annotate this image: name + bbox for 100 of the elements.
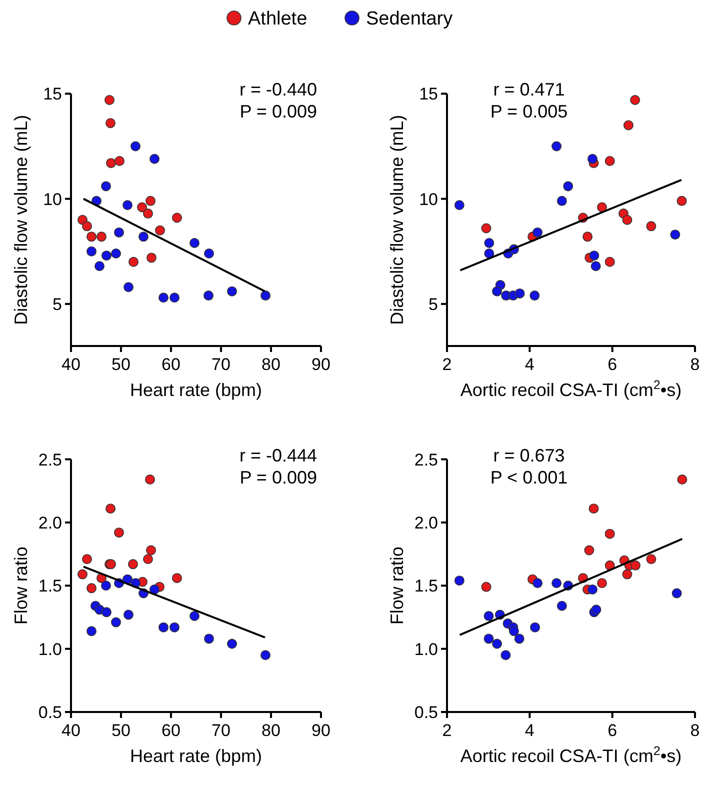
point: [589, 250, 600, 261]
point: [552, 141, 562, 152]
point: [532, 227, 543, 238]
y-tick-label: 0.5: [414, 702, 438, 722]
y-tick-label: 10: [419, 190, 438, 209]
point: [143, 554, 153, 564]
point: [484, 610, 494, 621]
point: [124, 610, 134, 620]
point: [155, 225, 165, 236]
point: [552, 578, 562, 588]
y-tick-label: 1.0: [38, 640, 62, 659]
point: [227, 638, 237, 649]
y-tick-label: 2.5: [414, 450, 438, 470]
point: [94, 261, 104, 272]
point: [260, 290, 270, 301]
legend-label: Athlete: [248, 8, 308, 30]
x-tick-label: 8: [690, 355, 700, 374]
point: [484, 634, 494, 644]
point: [190, 610, 200, 621]
point: [82, 554, 92, 564]
point: [587, 154, 598, 164]
point: [672, 588, 682, 598]
point: [158, 292, 168, 303]
x-tick-label: 80: [262, 355, 280, 374]
y-tick-label: 0.5: [38, 702, 62, 722]
point: [260, 650, 270, 660]
point: [86, 232, 96, 242]
y-tick-label: 1.5: [38, 576, 62, 596]
x-tick-label: 2: [442, 355, 452, 374]
annotation: P = 0.009: [240, 467, 317, 488]
point: [492, 286, 502, 296]
point: [514, 288, 525, 298]
x-tick-label: 90: [312, 355, 330, 374]
point: [556, 600, 567, 611]
point: [582, 232, 593, 242]
point: [106, 118, 116, 128]
y-tick-label: 1.5: [414, 576, 438, 596]
point: [646, 554, 656, 564]
point: [86, 626, 96, 636]
annotation: r = 0.673: [493, 445, 565, 466]
annotation: r = -0.440: [239, 80, 317, 100]
x-tick-label: 60: [162, 721, 180, 740]
point: [204, 290, 214, 301]
x-tick-label: 80: [262, 721, 280, 740]
x-tick-label: 6: [608, 721, 618, 740]
point: [102, 607, 112, 618]
point: [172, 212, 182, 223]
point: [114, 227, 124, 238]
point: [101, 580, 111, 591]
point: [500, 650, 511, 660]
x-tick-label: 50: [112, 721, 130, 740]
point: [481, 582, 492, 592]
point: [86, 583, 96, 594]
point: [227, 286, 237, 296]
point: [101, 181, 111, 192]
point: [623, 120, 634, 130]
point: [137, 202, 147, 212]
x-tick-label: 60: [162, 355, 180, 374]
annotation: P < 0.001: [490, 467, 568, 488]
point: [588, 504, 599, 514]
point: [622, 214, 632, 225]
legend-label: Sedentary: [366, 8, 454, 30]
annotation: P = 0.005: [490, 102, 568, 122]
point: [630, 95, 640, 106]
point: [190, 238, 200, 248]
y-tick-label: 10: [43, 190, 62, 209]
point: [508, 626, 519, 636]
point: [114, 156, 124, 166]
point: [130, 141, 140, 152]
point: [584, 545, 594, 556]
point: [170, 292, 180, 303]
annotation: r = -0.444: [239, 445, 317, 466]
y-tick-label: 2.0: [38, 513, 62, 532]
point: [677, 474, 688, 485]
point: [106, 158, 116, 168]
y-tick-label: 2.0: [414, 513, 438, 532]
point: [138, 232, 148, 242]
x-tick-label: 8: [690, 721, 700, 740]
point: [590, 261, 601, 272]
point: [587, 584, 598, 594]
x-tick-label: 40: [62, 721, 80, 740]
y-tick-label: 1.0: [414, 640, 438, 659]
y-axis-title: Flow ratio: [11, 546, 31, 625]
y-axis-title: Diastolic flow volume (mL): [11, 114, 31, 325]
x-axis-title: Aortic recoil CSA-TI (cm$^{2}$•s): [460, 744, 682, 766]
point: [481, 223, 492, 234]
point: [591, 604, 602, 615]
point: [204, 634, 214, 644]
point: [630, 560, 640, 570]
point: [530, 290, 540, 301]
x-tick-label: 6: [608, 355, 618, 374]
point: [604, 156, 615, 166]
point: [532, 578, 543, 588]
point: [492, 638, 502, 649]
x-axis-title: Heart rate (bpm): [130, 746, 262, 766]
x-tick-label: 2: [442, 721, 452, 740]
point: [484, 238, 494, 248]
point: [563, 181, 574, 192]
point: [86, 246, 96, 256]
x-axis-title: Heart rate (bpm): [130, 380, 262, 400]
